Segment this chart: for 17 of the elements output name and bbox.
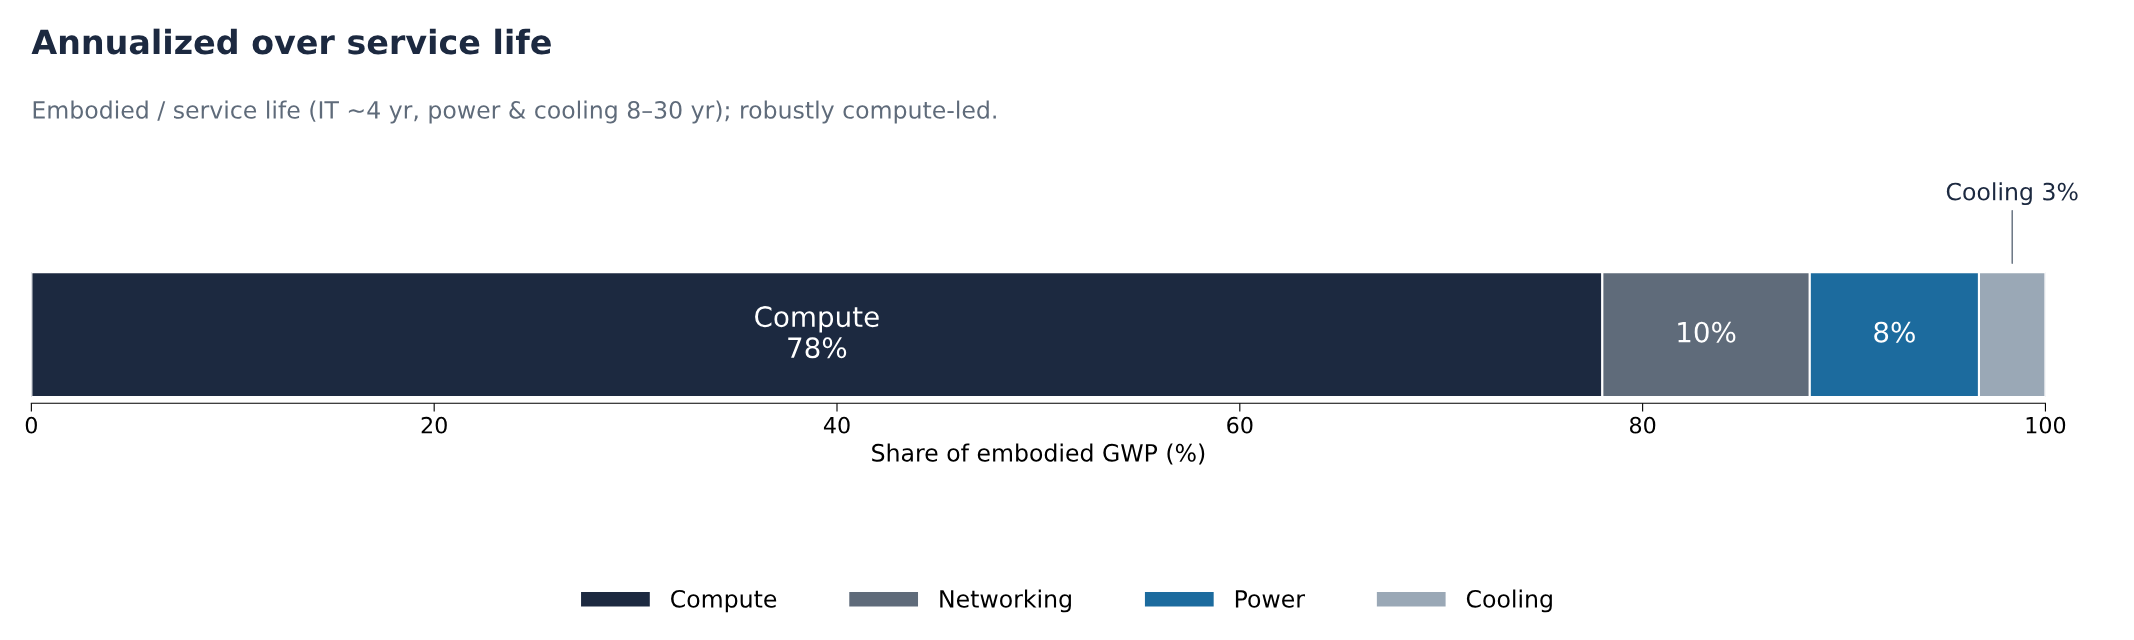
x-axis-title: Share of embodied GWP (%) xyxy=(872,443,1205,465)
legend-label: Power xyxy=(1235,590,1305,608)
chart-title: Annualized over service life xyxy=(31,28,551,55)
x-tick-label: 60 xyxy=(1227,416,1253,434)
x-tick-label: 20 xyxy=(421,416,447,434)
legend-label: Networking xyxy=(940,589,1071,613)
x-tick-label: 80 xyxy=(1629,416,1656,434)
x-tick-label: 40 xyxy=(823,416,850,434)
data-label: 10% xyxy=(1678,321,1736,343)
legend-label: Compute xyxy=(671,589,777,613)
data-label: Compute 78% xyxy=(755,306,879,359)
x-tick-label: 0 xyxy=(25,416,37,434)
data-label: 8% xyxy=(1874,321,1915,343)
legend-label: Cooling xyxy=(1466,589,1552,613)
data-label: Cooling 3% xyxy=(1946,182,2078,206)
x-tick-label: 100 xyxy=(2026,416,2066,434)
chart-subtitle: Embodied / service life (IT ~4 yr, power & cooling 8–30 yr); robustly compute-led. xyxy=(33,100,996,124)
